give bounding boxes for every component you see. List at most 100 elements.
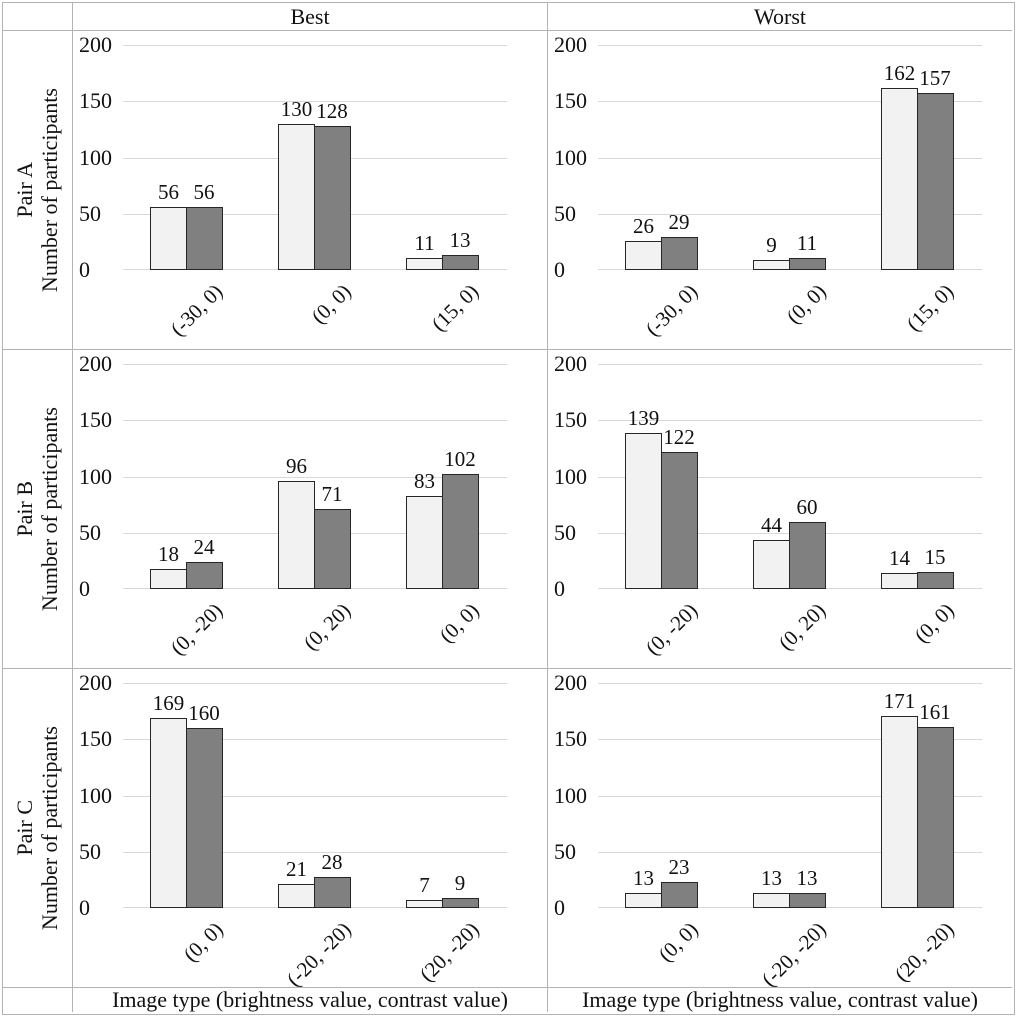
y-tick-label: 150 (554, 726, 587, 752)
category-tick-label: (20, -20) (414, 917, 484, 987)
y-tick-label: 200 (79, 351, 112, 376)
category-tick-label: (0, 0) (434, 598, 484, 648)
bar-dark-series (441, 474, 479, 589)
bar-value-label: 7 (419, 873, 430, 898)
bar-value-label: 157 (919, 66, 951, 91)
y-tick-label: 200 (554, 351, 587, 376)
bar-dark-series (185, 207, 223, 270)
bar-light-series (881, 715, 918, 908)
bar-dark-series (916, 726, 954, 908)
bar-light-series (150, 717, 187, 908)
y-tick-label: 200 (554, 670, 587, 695)
gridline (123, 739, 507, 741)
category-tick-label: (20, -20) (889, 917, 959, 987)
bar-value-label: 11 (414, 230, 435, 255)
y-tick-label: 50 (554, 200, 576, 226)
y-tick-label: 50 (554, 838, 576, 864)
bar-light-series (753, 539, 790, 589)
gridline (123, 45, 507, 46)
category-tick-label: (0, 0) (306, 279, 356, 329)
y-tick-label: 200 (79, 670, 112, 695)
bar-dark-series (916, 572, 954, 589)
y-tick-label: 0 (554, 257, 565, 282)
gridline (123, 851, 507, 853)
bar-dark-series (660, 882, 698, 908)
bar-light-series (625, 240, 662, 270)
plot-area: 56 56 (-30, 0) 130 128 (0, 0) 11 13 (15, 0) (123, 45, 507, 341)
bar-value-label: 26 (633, 213, 654, 238)
category-tick-label: (0, 0) (653, 917, 703, 967)
chart-panel-pair-c-best: 0 50 100 150 200 169 160 (0, 0) 21 28 (-20, -20) 7 9… (73, 669, 548, 988)
bar-value-label: 162 (883, 60, 916, 85)
chart-panel-pair-a-worst: 0 50 100 150 200 26 29 (-30, 0) 9 11 (0, 0) 162 157 (… (548, 31, 1012, 350)
category-tick-label: (-30, 0) (640, 279, 703, 341)
gridline (123, 476, 507, 478)
row-label-pair-c: Pair C Number of participants (3, 669, 73, 988)
y-tick-label: 0 (554, 895, 565, 920)
y-tick-label: 150 (79, 726, 112, 752)
chart-panel-pair-a-best: 0 50 100 150 200 56 56 (-30, 0) 130 128 (0, 0) 11 13… (73, 31, 548, 350)
y-axis-title-pair-b: Number of participants (37, 406, 62, 612)
bar-light-series (150, 568, 187, 589)
bar-value-label: 29 (668, 210, 690, 235)
bar-dark-series (660, 451, 698, 589)
bar-light-series (406, 257, 443, 270)
bar-value-label: 11 (796, 230, 818, 255)
category-tick-label: (0, 0) (178, 917, 228, 967)
gridline (123, 420, 507, 422)
bar-value-label: 14 (889, 546, 910, 571)
gridline (123, 795, 507, 797)
pair-c-label: Pair C (11, 800, 37, 856)
y-tick-label: 0 (554, 576, 565, 601)
y-tick-label: 200 (554, 32, 587, 57)
bar-light-series (753, 893, 790, 908)
bar-value-label: 96 (286, 454, 307, 478)
bar-dark-series (441, 255, 479, 270)
category-tick-label: (0, -20) (165, 598, 228, 660)
bar-value-label: 13 (796, 866, 818, 891)
gridline (598, 683, 982, 684)
y-tick-label: 150 (554, 407, 587, 433)
category-tick-label: (-20, -20) (756, 917, 831, 988)
gridline (598, 476, 982, 478)
bar-value-label: 28 (321, 849, 343, 874)
category-tick-label: (-30, 0) (165, 279, 228, 341)
plot-area: 169 160 (0, 0) 21 28 (-20, -20) 7 9 (20, -20) (123, 683, 507, 987)
category-tick-label: (-20, -20) (281, 917, 356, 988)
bar-value-label: 130 (280, 96, 313, 121)
bar-dark-series (313, 876, 351, 908)
category-tick-label: (0, 0) (781, 279, 831, 329)
y-tick-label: 0 (79, 895, 90, 920)
bar-light-series (406, 495, 443, 589)
bar-value-label: 15 (924, 545, 946, 570)
y-tick-label: 100 (79, 463, 112, 489)
bar-value-label: 171 (883, 688, 916, 713)
bar-light-series (881, 87, 918, 270)
x-axis-title-worst-label: Image type (brightness value, contrast v… (582, 987, 978, 1012)
y-tick-label: 50 (79, 519, 101, 545)
bar-light-series (625, 893, 662, 908)
bar-light-series (753, 259, 790, 270)
bar-dark-series (660, 237, 698, 270)
bar-value-label: 56 (193, 180, 215, 204)
category-tick-label: (0, 0) (909, 598, 959, 648)
category-tick-label: (15, 0) (426, 279, 484, 336)
bar-value-label: 83 (414, 468, 435, 493)
bar-value-label: 21 (286, 857, 307, 882)
bar-dark-series (185, 728, 223, 908)
bar-value-label: 13 (633, 866, 654, 891)
gridline (598, 213, 982, 215)
column-header-best: Best (73, 3, 548, 31)
bar-value-label: 18 (158, 541, 179, 566)
y-tick-label: 100 (79, 782, 112, 808)
bar-value-label: 160 (188, 701, 220, 725)
y-tick-label: 0 (79, 257, 90, 282)
bar-light-series (278, 884, 315, 908)
bar-value-label: 71 (321, 482, 343, 507)
bar-light-series (881, 573, 918, 589)
bar-dark-series (916, 93, 954, 270)
row-label-pair-a: Pair A Number of participants (3, 31, 73, 350)
corner-cell-bottom (3, 988, 73, 1012)
